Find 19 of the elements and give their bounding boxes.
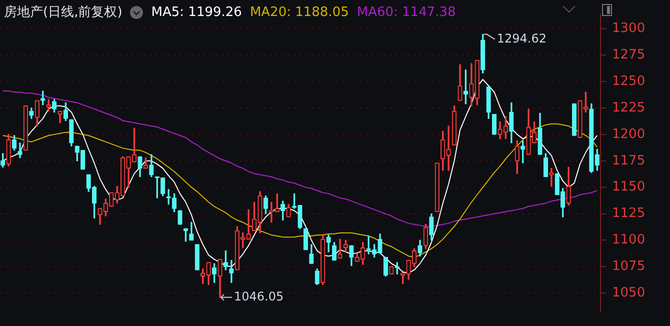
annotation: 1046.05 — [234, 289, 284, 304]
y-tick-label: 1275 — [612, 47, 646, 62]
candlestick — [549, 168, 554, 187]
y-tick-label: 1075 — [612, 259, 646, 274]
text: MA5: 1199.26 — [151, 4, 242, 20]
y-tick-label: 1100 — [612, 232, 646, 248]
y-tick-label: 1125 — [612, 206, 646, 222]
y-tick-label: 1300 — [612, 20, 646, 36]
chart-title: 房地产(日线,前复权) — [4, 4, 122, 21]
y-tick-label: 1050 — [612, 286, 646, 301]
candlestick — [229, 260, 234, 283]
y-tick-label: 1200 — [612, 126, 646, 142]
annotation: 1294.62 — [496, 31, 546, 46]
y-tick-label: 1225 — [612, 100, 646, 116]
text: MA60: 1147.38 — [356, 4, 456, 20]
text: MA20: 1188.05 — [250, 4, 349, 20]
y-tick-label: 1150 — [612, 180, 646, 195]
y-tick-label: 1175 — [612, 153, 646, 168]
y-tick-label: 1250 — [612, 74, 646, 89]
